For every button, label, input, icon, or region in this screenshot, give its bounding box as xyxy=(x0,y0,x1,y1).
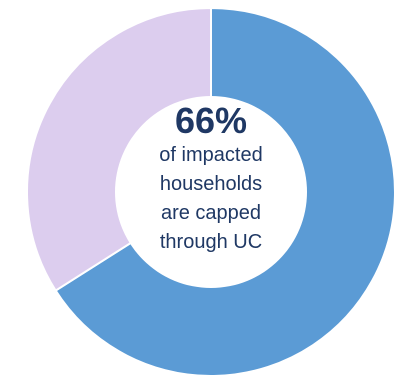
center-value: 66% xyxy=(174,100,248,141)
center-line-2: households xyxy=(159,173,263,195)
center-line-1: of impacted xyxy=(159,144,263,166)
center-line-4: through UC xyxy=(159,231,263,253)
donut-hole xyxy=(115,96,307,288)
center-label: 66% of impacted households are capped th… xyxy=(118,101,304,257)
center-line-3: are capped xyxy=(160,202,262,224)
